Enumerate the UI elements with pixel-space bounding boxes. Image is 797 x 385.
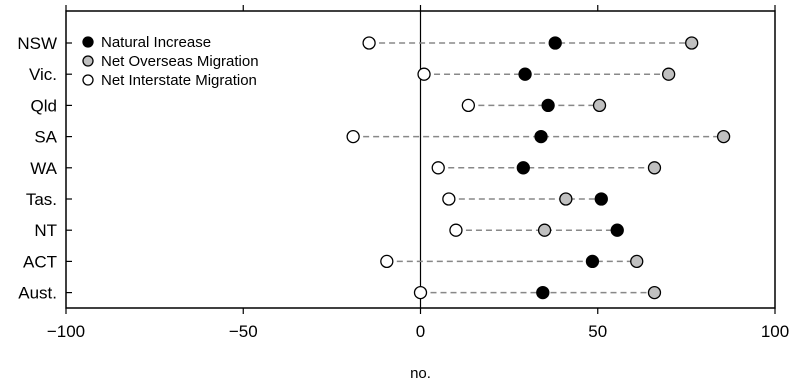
legend-label: Natural Increase	[101, 34, 211, 51]
category-label: Tas.	[26, 190, 57, 209]
points	[346, 36, 731, 300]
category-label: WA	[30, 159, 57, 178]
legend-marker	[82, 74, 94, 86]
category-label: Vic.	[29, 65, 57, 84]
data-point	[346, 129, 360, 144]
category-label: NSW	[17, 34, 57, 53]
data-point	[610, 223, 624, 237]
data-point	[536, 285, 550, 300]
x-tick-label: −50	[229, 322, 258, 341]
category-label: ACT	[23, 252, 57, 271]
x-axis: −100 −50 0 50 100	[47, 5, 789, 341]
x-tick-label: 50	[588, 322, 607, 341]
data-point	[559, 192, 573, 206]
x-tick-label: −100	[47, 322, 85, 341]
category-label: NT	[34, 221, 57, 240]
data-point	[592, 98, 607, 113]
data-point	[362, 36, 376, 50]
y-axis: NSW Vic. Qld SA WA Tas. NT ACT Aust.	[17, 34, 72, 303]
data-point	[594, 192, 608, 206]
data-point	[449, 223, 463, 237]
category-label: Qld	[31, 96, 57, 115]
data-point	[585, 254, 600, 269]
data-point	[442, 192, 456, 206]
data-point	[417, 67, 431, 81]
legend-marker	[82, 55, 94, 67]
data-point	[537, 223, 552, 237]
data-point	[548, 36, 562, 50]
x-tick-label: 100	[761, 322, 789, 341]
data-point	[413, 285, 428, 300]
data-point	[647, 285, 662, 300]
data-point	[380, 254, 394, 269]
data-point	[647, 161, 662, 175]
category-label: SA	[34, 128, 57, 147]
legend: Natural Increase Net Overseas Migration Ne…	[82, 34, 259, 89]
x-axis-title: no.	[410, 365, 431, 382]
data-point	[716, 129, 731, 144]
connectors	[353, 42, 724, 294]
data-point	[461, 98, 476, 113]
data-point	[662, 67, 676, 81]
legend-label: Net Interstate Migration	[101, 72, 257, 89]
data-point	[541, 98, 555, 113]
data-point	[431, 161, 445, 175]
category-label: Aust.	[18, 284, 57, 303]
data-point	[518, 67, 532, 81]
data-point	[516, 161, 530, 175]
data-point	[630, 254, 644, 269]
legend-marker	[82, 36, 94, 48]
x-tick-label: 0	[416, 322, 425, 341]
data-point	[534, 129, 548, 144]
data-point	[685, 36, 699, 50]
legend-label: Net Overseas Migration	[101, 53, 259, 70]
